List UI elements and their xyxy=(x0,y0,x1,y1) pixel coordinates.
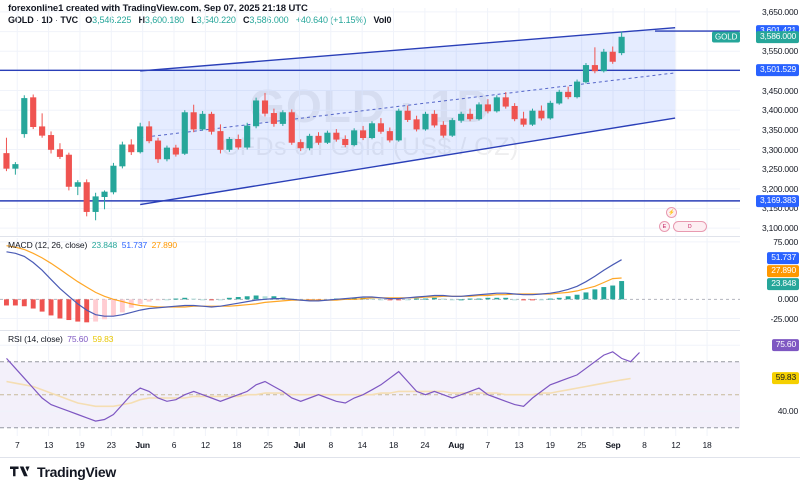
macd-axis-badge[interactable]: 51.737 xyxy=(767,252,799,264)
macd-signal-value: 27.890 xyxy=(151,240,178,250)
rsi-axis-badge[interactable]: 59.83 xyxy=(771,372,799,384)
legend-low-value: 3,540.220 xyxy=(196,15,236,25)
rsi-ma-value: 59.83 xyxy=(92,334,114,344)
price-axis-tick: 3,450.000 xyxy=(761,85,798,96)
event-marker-dividend[interactable]: E xyxy=(659,221,670,232)
legend-volume-value: 0 xyxy=(386,15,392,25)
legend-symbol[interactable]: GOLD xyxy=(8,15,34,25)
time-axis-tick: 7 xyxy=(485,440,490,450)
time-axis-tick: 12 xyxy=(671,440,681,450)
price-axis-tick: 3,550.000 xyxy=(761,46,798,57)
time-axis-tick: 13 xyxy=(514,440,524,450)
macd-hist-value: 23.848 xyxy=(91,240,118,250)
time-axis-tick: Jun xyxy=(135,440,150,450)
price-axis-tick: 3,100.000 xyxy=(761,223,798,234)
macd-axis-badge[interactable]: 23.848 xyxy=(767,278,799,290)
time-axis-tick: 6 xyxy=(171,440,177,450)
macd-axis-badge[interactable]: 27.890 xyxy=(767,265,799,277)
dividend-icon: E xyxy=(662,223,667,230)
price-pane[interactable] xyxy=(0,8,740,236)
macd-legend: MACD (12, 26, close) 23.848 51.737 27.89… xyxy=(8,240,177,250)
event-group-label: D xyxy=(687,223,693,230)
legend-open-label: O xyxy=(85,15,93,25)
price-axis-tick: 3,300.000 xyxy=(761,144,798,155)
time-axis-tick: Aug xyxy=(448,440,465,450)
footer-bar: TradingView xyxy=(0,458,800,486)
legend-exchange: TVC xyxy=(60,15,79,25)
time-axis-tick: 18 xyxy=(232,440,242,450)
legend-high-label: H xyxy=(138,15,146,25)
rsi-value: 75.60 xyxy=(67,334,89,344)
price-axis-tick: 3,200.000 xyxy=(761,183,798,194)
price-axis-badge[interactable]: 3,601.421 xyxy=(755,25,799,37)
rsi-legend: RSI (14, close) 75.60 59.83 xyxy=(8,334,113,344)
legend-interval[interactable]: 1D xyxy=(41,15,53,25)
time-axis-tick: 23 xyxy=(106,440,116,450)
legend-close-label: C xyxy=(243,15,250,25)
legend-change-pct: (+1.15%) xyxy=(330,15,367,25)
time-axis-tick: 8 xyxy=(328,440,334,450)
time-axis-tick: 25 xyxy=(577,440,587,450)
legend-high-value: 3,600.180 xyxy=(144,15,185,25)
legend-sep-2: · xyxy=(55,15,58,25)
rsi-pane[interactable] xyxy=(0,332,740,436)
macd-plot xyxy=(0,238,740,330)
macd-legend-name[interactable]: MACD (12, 26, close) xyxy=(8,240,88,250)
tradingview-logo-icon xyxy=(10,466,30,477)
rsi-axis-badge[interactable]: 75.60 xyxy=(771,339,799,351)
lightning-icon: ⚡ xyxy=(668,209,675,216)
time-axis-tick: 14 xyxy=(357,440,367,450)
time-axis-separator xyxy=(0,457,800,458)
price-plot xyxy=(0,8,740,236)
macd-line-value: 51.737 xyxy=(121,240,148,250)
time-axis-tick: 18 xyxy=(388,440,399,450)
time-axis-tick: 8 xyxy=(642,440,647,450)
price-axis[interactable]: 3,650.000 3,550.000 3,450.000 3,400.000 3,35… xyxy=(740,0,800,436)
price-axis-tick: 3,150.000 xyxy=(761,203,798,214)
macd-axis-tick: 0.000 xyxy=(777,294,798,305)
price-axis-tick: 3,250.000 xyxy=(761,164,798,175)
price-axis-badge[interactable]: 3,501.529 xyxy=(755,64,799,77)
rsi-axis-tick: 40.00 xyxy=(777,406,798,417)
attribution-text: forexonline1 created with TradingView.co… xyxy=(8,3,308,14)
legend-sep-1: · xyxy=(36,15,39,25)
event-marker-group[interactable]: D xyxy=(673,221,707,232)
legend-close-value: 3,586.000 xyxy=(249,15,289,25)
price-axis-tick: 3,350.000 xyxy=(761,124,798,135)
time-axis-tick: Jul xyxy=(293,440,306,450)
legend-change: +40.640 xyxy=(295,15,328,25)
divider-macd-rsi xyxy=(0,330,800,331)
time-axis-tick: 13 xyxy=(44,440,54,450)
macd-axis-tick: 75.000 xyxy=(773,236,798,247)
time-axis-tick: 19 xyxy=(75,440,85,450)
macd-axis-tick: -25.000 xyxy=(770,313,799,324)
price-axis-badge[interactable]: 3,586.000 xyxy=(755,31,799,43)
time-axis-tick: 25 xyxy=(263,440,273,450)
symbol-price-badge: GOLD xyxy=(712,31,741,43)
time-axis-tick: 24 xyxy=(420,440,430,450)
time-axis-tick: 19 xyxy=(545,440,555,450)
event-marker-earnings[interactable]: ⚡ xyxy=(666,207,677,218)
time-axis-tick: 7 xyxy=(14,440,20,450)
time-axis-tick: 18 xyxy=(702,440,712,450)
price-axis-tick: 3,400.000 xyxy=(761,105,798,116)
time-axis-tick: Sep xyxy=(605,440,621,450)
macd-pane[interactable] xyxy=(0,238,740,330)
rsi-plot xyxy=(0,332,740,436)
legend-low-label: L xyxy=(191,15,197,25)
time-axis-tick: 12 xyxy=(200,440,210,450)
price-axis-tick: 3,650.000 xyxy=(761,6,798,17)
time-axis[interactable]: 7 13 19 23 Jun 6 12 18 25 Jul 8 14 18 24 Aug 7 13 19 25 Sep… xyxy=(0,437,800,457)
divider-price-macd xyxy=(0,236,800,237)
rsi-legend-name[interactable]: RSI (14, close) xyxy=(8,334,63,344)
price-axis-badge[interactable]: 3,169.383 xyxy=(755,194,799,207)
legend-volume-label: Vol xyxy=(373,15,387,25)
tradingview-brand: TradingView xyxy=(37,464,116,480)
